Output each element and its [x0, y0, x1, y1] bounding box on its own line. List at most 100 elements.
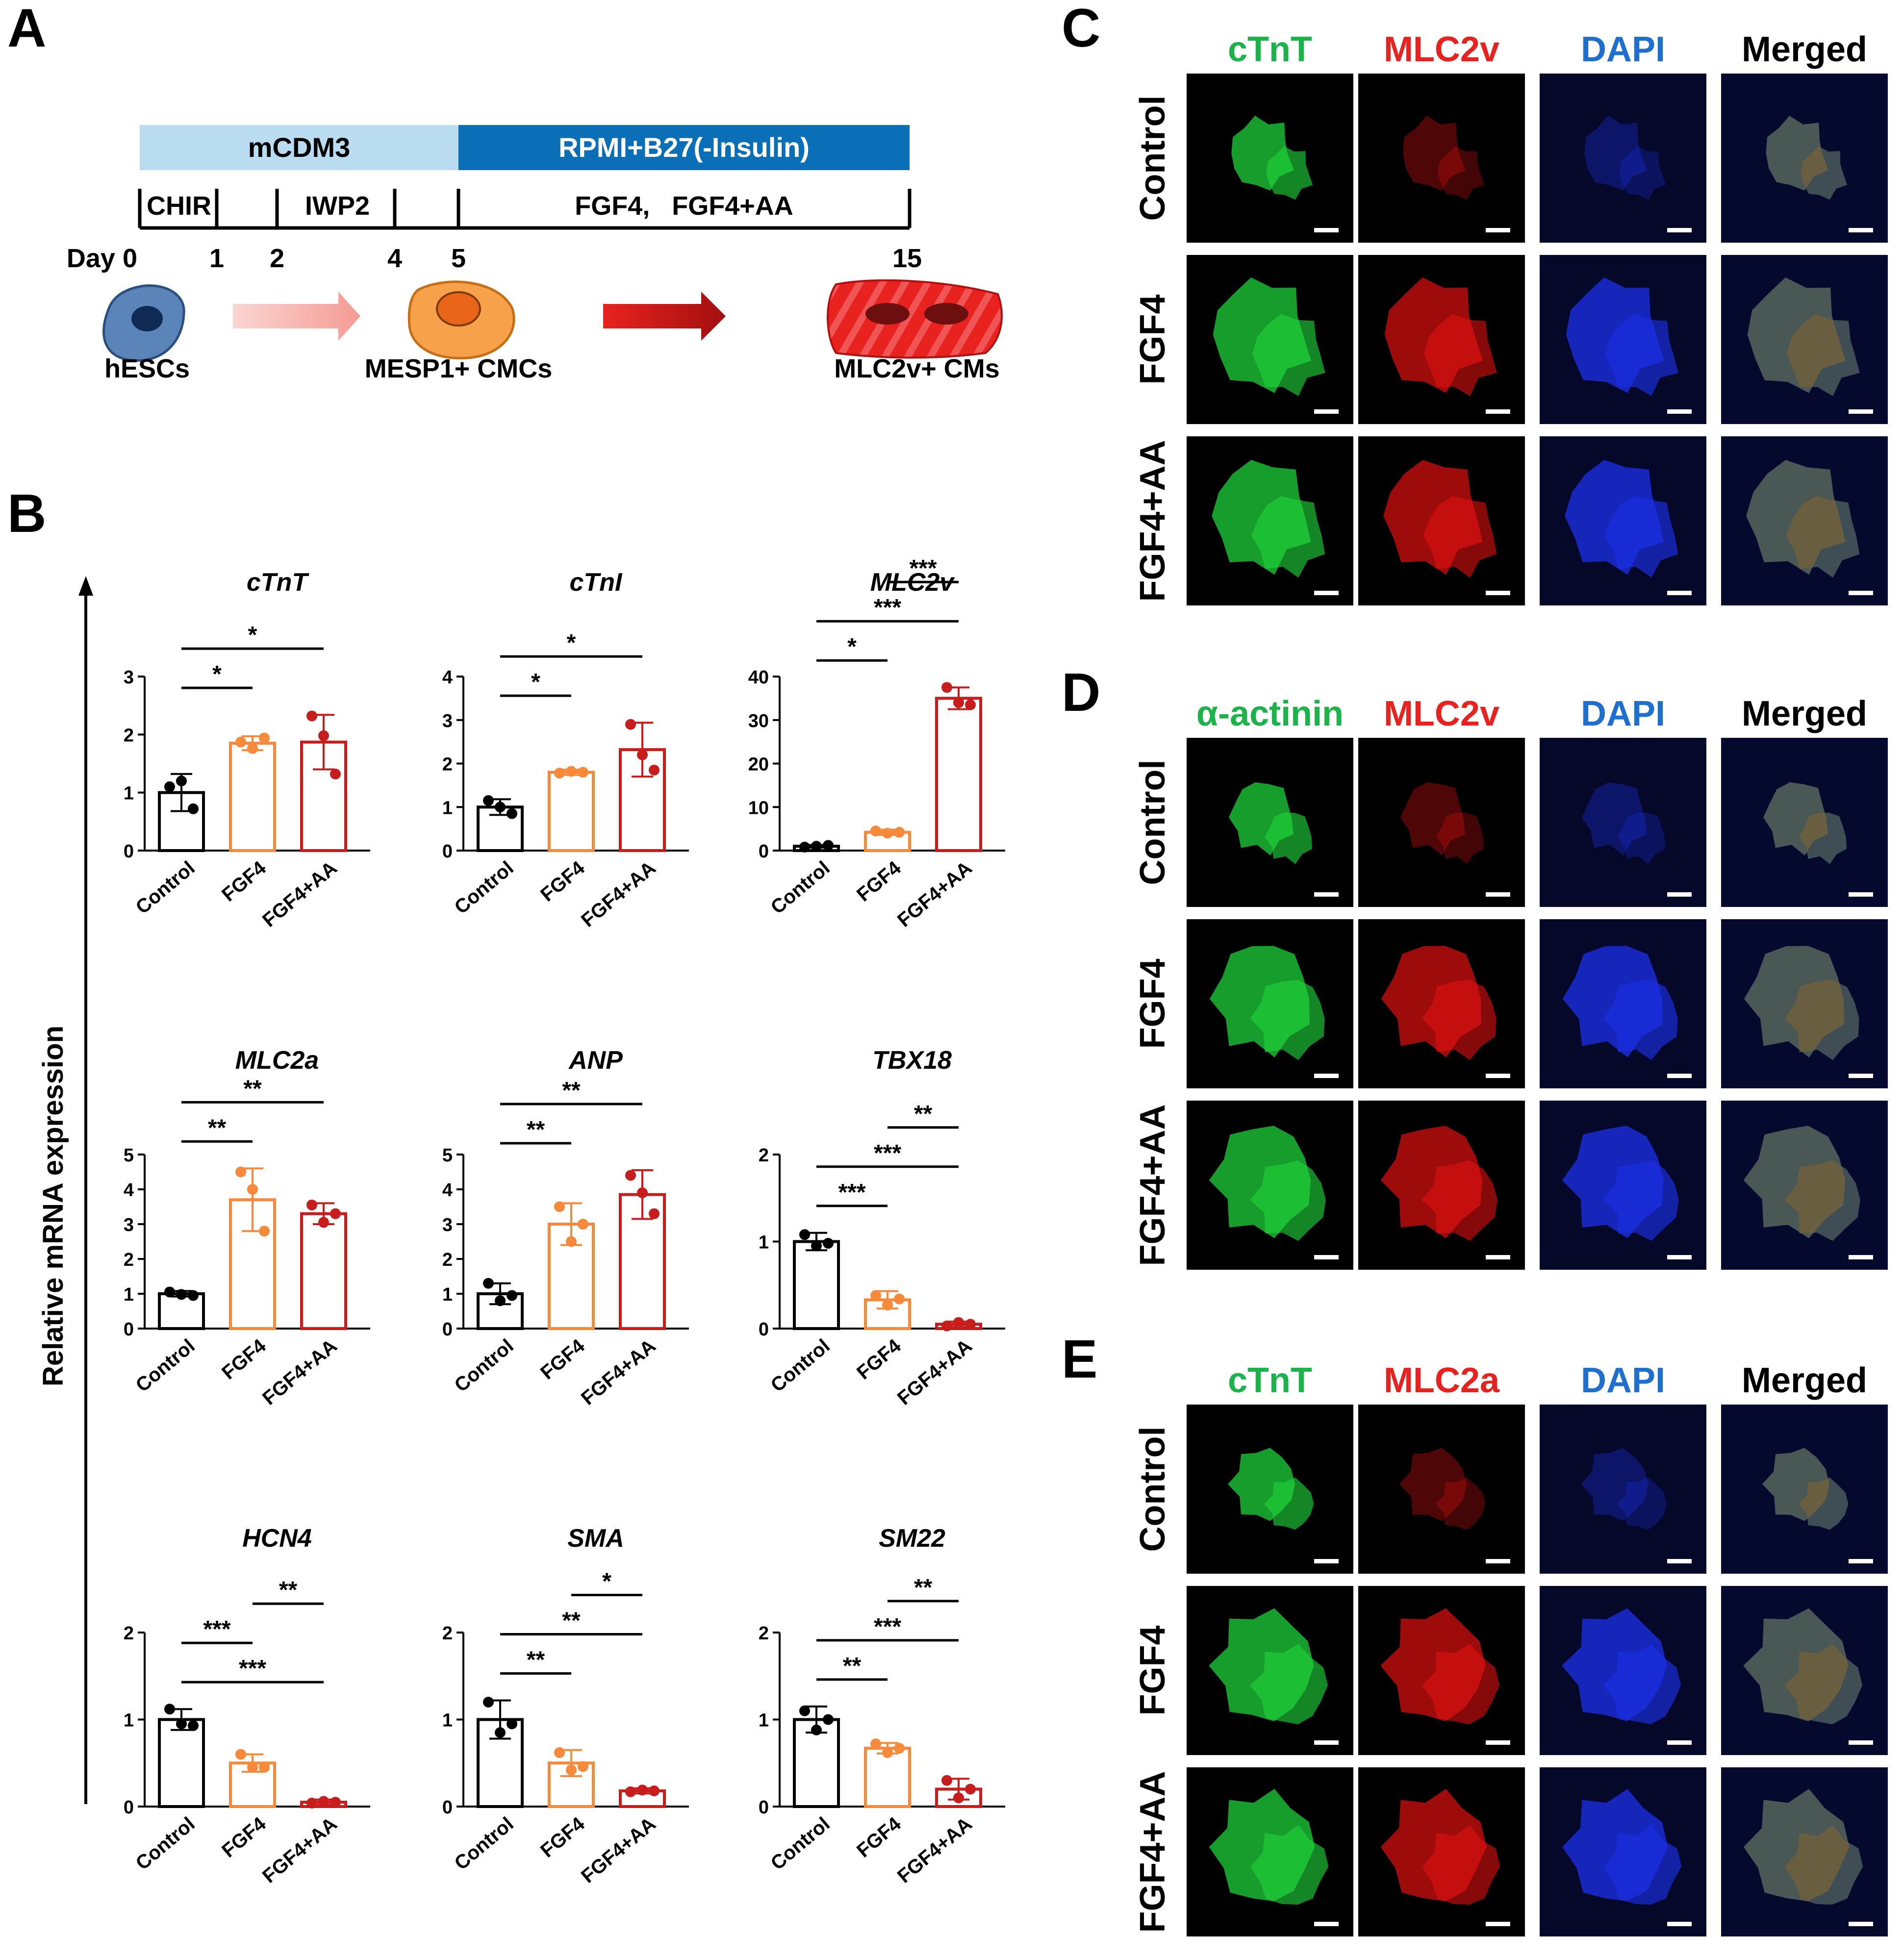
panel-letter-c: C: [1062, 0, 1100, 58]
scale-bar: [1849, 1255, 1873, 1259]
row-label-fgf4-aa: FGF4+AA: [1133, 1771, 1172, 1933]
y-tick-label: 2: [442, 1250, 453, 1270]
scale-bar: [1667, 1255, 1692, 1259]
row-label-fgf4-aa: FGF4+AA: [1133, 1104, 1172, 1266]
data-point: [578, 767, 588, 778]
micrograph-tile: [1358, 255, 1525, 424]
data-point: [306, 710, 317, 722]
y-tick-label: 0: [124, 841, 134, 862]
x-tick-label: FGF4: [853, 1335, 905, 1384]
day-5: 5: [451, 244, 466, 273]
data-point: [870, 1290, 881, 1301]
data-point: [965, 1784, 976, 1795]
chart-title: SM22: [879, 1524, 945, 1553]
channel-header-ctnt: cTnT: [1228, 30, 1312, 69]
data-point: [811, 1240, 822, 1252]
y-tick-label: 1: [442, 1710, 453, 1731]
data-point: [306, 1199, 317, 1210]
data-point: [894, 1293, 905, 1305]
micrograph-tile: [1540, 1586, 1706, 1755]
data-point: [247, 1762, 258, 1773]
micrograph-tile: [1187, 1405, 1353, 1574]
timeline-bar-mcdm3-label: mCDM3: [248, 132, 350, 163]
significance-label: *: [531, 669, 540, 695]
significance-label: **: [843, 1653, 862, 1679]
data-point: [235, 1166, 246, 1178]
x-tick-label: Control: [132, 1813, 199, 1874]
y-tick-label: 2: [124, 1250, 134, 1270]
scale-bar: [1849, 409, 1873, 414]
mesp1-label: MESP1+ CMCs: [365, 354, 553, 383]
panel-letter-a: A: [7, 0, 46, 58]
chart-title: MLC2a: [235, 1046, 319, 1075]
data-point: [554, 1747, 565, 1758]
significance-label: *: [567, 630, 576, 656]
data-point: [176, 776, 187, 786]
data-point: [625, 1170, 636, 1181]
data-point: [188, 803, 199, 814]
data-point: [495, 802, 506, 813]
bar-fgf4: [548, 771, 595, 852]
data-point: [554, 768, 565, 779]
scale-bar: [1314, 892, 1339, 897]
row-label-fgf4-aa: FGF4+AA: [1133, 440, 1172, 602]
scale-bar: [1486, 1074, 1510, 1078]
channel-header-merged: Merged: [1742, 1361, 1867, 1400]
micrograph-tile: [1358, 919, 1525, 1088]
data-point: [637, 1187, 648, 1199]
x-tick-label: FGF4: [853, 1813, 905, 1862]
data-point: [259, 732, 270, 744]
data-point: [870, 1738, 881, 1750]
row-label-fgf4: FGF4: [1133, 294, 1172, 384]
row-label-fgf4: FGF4: [1133, 958, 1172, 1049]
micrograph-tile: [1540, 436, 1706, 605]
data-point: [188, 1290, 199, 1301]
bar-fgf4-aa: [300, 1212, 347, 1330]
timeline-bar-mcdm3: [140, 125, 458, 170]
micrograph-tile: [1187, 1101, 1353, 1270]
channel-header-dapi: DAPI: [1581, 30, 1665, 69]
scale-bar: [1667, 1922, 1692, 1926]
data-point: [637, 1784, 648, 1796]
data-point: [507, 1718, 517, 1730]
bar-control: [158, 1718, 205, 1808]
x-tick-label: FGF4+AA: [893, 1813, 976, 1887]
y-tick-label: 1: [124, 783, 134, 804]
micrograph-tile: [1358, 1767, 1525, 1936]
data-point: [965, 699, 976, 710]
significance-label: ***: [838, 1180, 865, 1206]
data-point: [799, 1229, 810, 1240]
y-tick-label: 4: [442, 1180, 453, 1201]
y-tick-label: 0: [124, 1797, 134, 1818]
channel-header-mlc2v: MLC2v: [1384, 694, 1499, 733]
chart-title: cTnT: [247, 568, 309, 597]
hesc-label: hESCs: [104, 354, 190, 383]
scale-bar: [1486, 228, 1510, 232]
scale-bar: [1667, 1559, 1692, 1563]
panel-letter-b: B: [7, 483, 46, 544]
scale-bar: [1314, 591, 1339, 595]
day-label: Day 0: [67, 244, 137, 273]
x-tick-label: FGF4: [536, 1335, 589, 1384]
x-tick-label: Control: [767, 857, 834, 918]
significance-label: **: [208, 1115, 227, 1141]
x-tick-label: FGF4+AA: [258, 1813, 341, 1887]
data-point: [637, 749, 648, 760]
y-tick-label: 3: [124, 1215, 134, 1235]
data-point: [495, 1727, 506, 1738]
micrograph-tile: [1540, 1405, 1706, 1574]
timeline-axis: [138, 189, 912, 230]
scale-bar: [1486, 1922, 1510, 1926]
y-tick-label: 2: [759, 1145, 769, 1166]
data-point: [318, 730, 329, 741]
micrograph-tile: [1187, 738, 1353, 907]
